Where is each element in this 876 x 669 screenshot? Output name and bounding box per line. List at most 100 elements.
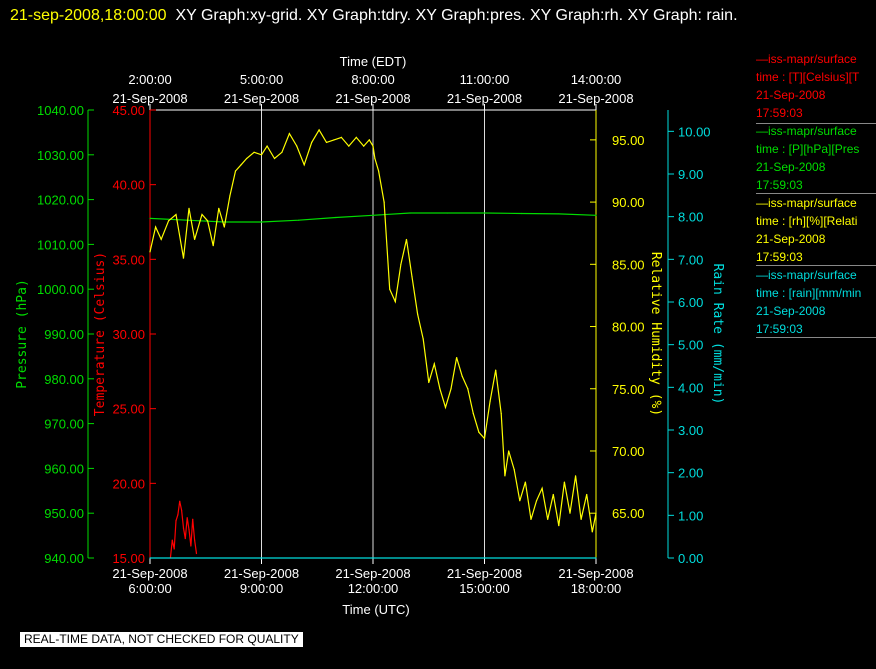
x-top-tick-label-time: 5:00:00	[240, 72, 283, 87]
pressure-tick-label: 970.00	[44, 417, 84, 432]
rain-tick-label: 8.00	[678, 210, 703, 225]
data-point-pressure	[595, 214, 597, 216]
rh-tick-label: 70.00	[612, 444, 645, 459]
x-tick-label-date: 21-Sep-2008	[447, 566, 522, 581]
legend-item-temperature: —iss-mapr/surface time : [T][Celsius][T …	[756, 50, 876, 124]
legend-line: —iss-mapr/surface	[756, 124, 857, 138]
legend-separator	[756, 123, 876, 124]
data-point-rh	[266, 145, 268, 147]
data-point-temperature	[177, 514, 179, 516]
data-point-rh	[400, 263, 402, 265]
legend-time: 17:59:03	[756, 322, 803, 336]
rh-tick-label: 80.00	[612, 320, 645, 335]
data-point-rh	[372, 145, 374, 147]
x-tick-label-time: 12:00:00	[348, 581, 399, 596]
pressure-tick-label: 960.00	[44, 461, 84, 476]
timestamp: 21-sep-2008,18:00:00	[10, 7, 167, 24]
data-point-rh	[547, 518, 549, 521]
data-point-temperature	[173, 548, 175, 550]
data-point-rh	[223, 226, 225, 228]
x-top-tick-label-time: 14:00:00	[571, 72, 622, 87]
rh-axis-title: Relative Humidity (%)	[648, 252, 663, 416]
legend-item-rh: —iss-mapr/surface time : [rh][%][Relati …	[756, 194, 876, 266]
data-point-pressure	[521, 212, 523, 215]
legend-date: 21-Sep-2008	[756, 304, 826, 318]
data-point-pressure	[446, 212, 448, 214]
data-point-rh	[591, 531, 593, 533]
rh-tick-label: 95.00	[612, 133, 645, 148]
pressure-tick-label: 1040.00	[37, 103, 84, 118]
data-point-pressure	[335, 216, 337, 219]
data-point-rh	[558, 525, 560, 527]
data-point-rh	[311, 141, 313, 143]
rain-tick-label: 2.00	[678, 466, 703, 481]
data-point-rh	[478, 431, 480, 433]
data-point-rh	[472, 413, 474, 415]
data-point-rh	[253, 151, 255, 153]
temperature-tick-label: 45.00	[112, 103, 145, 118]
legend-separator	[756, 265, 876, 266]
x-tick-label-time: 6:00:00	[128, 581, 171, 596]
data-point-pressure	[409, 212, 411, 214]
pressure-tick-label: 950.00	[44, 506, 84, 521]
data-point-rh	[325, 141, 328, 143]
graph-list: XY Graph:xy-grid. XY Graph:tdry. XY Grap…	[175, 7, 738, 24]
data-point-rh	[194, 238, 196, 241]
data-point-rh	[240, 164, 242, 166]
legend-item-pressure: —iss-mapr/surface time : [P][hPa][Pres 2…	[756, 122, 876, 194]
data-point-rh	[467, 388, 469, 390]
legend-item-rain: —iss-mapr/surface time : [rain][mm/min 2…	[756, 266, 876, 338]
data-point-rh	[281, 151, 283, 153]
pressure-tick-label: 940.00	[44, 551, 84, 566]
x-tick-label-date: 21-Sep-2008	[112, 566, 187, 581]
data-point-rh	[530, 518, 532, 521]
data-point-rh	[296, 145, 298, 147]
rh-tick-label: 75.00	[612, 382, 645, 397]
data-point-rh	[569, 512, 571, 514]
data-point-rh	[519, 500, 521, 502]
data-point-rh	[456, 357, 458, 359]
data-point-pressure	[558, 213, 560, 215]
rain-tick-label: 5.00	[678, 338, 703, 353]
rain-tick-label: 10.00	[678, 124, 711, 139]
data-point-rh	[535, 500, 538, 502]
data-point-temperature	[188, 529, 190, 531]
data-point-rh	[182, 257, 185, 259]
data-point-rh	[495, 369, 497, 371]
data-point-rh	[218, 207, 220, 209]
pressure-tick-label: 990.00	[44, 327, 84, 342]
data-point-rh	[246, 157, 248, 160]
x-top-tick-label-time: 2:00:00	[128, 72, 171, 87]
title-bar: 21-sep-2008,18:00:00 XY Graph:xy-grid. X…	[10, 2, 870, 30]
legend-line: —iss-mapr/surface	[756, 52, 857, 66]
temperature-tick-label: 35.00	[112, 252, 145, 267]
data-point-temperature	[194, 539, 196, 541]
data-point-rh	[444, 406, 447, 409]
legend-time: 17:59:03	[756, 106, 803, 120]
data-point-rh	[508, 450, 510, 452]
x-tick-label-time: 9:00:00	[240, 581, 283, 596]
data-point-temperature	[179, 500, 181, 502]
data-point-temperature	[192, 518, 194, 520]
data-point-rh	[154, 226, 157, 228]
data-point-rh	[405, 238, 408, 241]
x-tick-label-time: 18:00:00	[571, 581, 622, 596]
x-top-tick-label-date: 21-Sep-2008	[224, 91, 299, 106]
data-point-temperature	[180, 509, 183, 511]
legend-line: —iss-mapr/surface	[756, 268, 857, 282]
x-axis-title-bottom: Time (UTC)	[342, 602, 409, 617]
data-point-rh	[201, 213, 203, 216]
x-tick-label-date: 21-Sep-2008	[558, 566, 633, 581]
data-point-rh	[541, 487, 543, 489]
data-point-rain	[595, 557, 597, 559]
data-point-rh	[428, 381, 430, 384]
data-point-rh	[212, 245, 214, 247]
data-point-pressure	[483, 212, 486, 214]
x-top-tick-label-date: 21-Sep-2008	[112, 91, 187, 106]
data-point-rh	[563, 481, 566, 483]
data-point-rh	[394, 301, 396, 303]
x-top-tick-label-time: 11:00:00	[460, 72, 510, 87]
data-point-rh	[580, 518, 582, 521]
pressure-tick-label: 1030.00	[37, 148, 84, 163]
data-point-rh	[595, 512, 597, 514]
